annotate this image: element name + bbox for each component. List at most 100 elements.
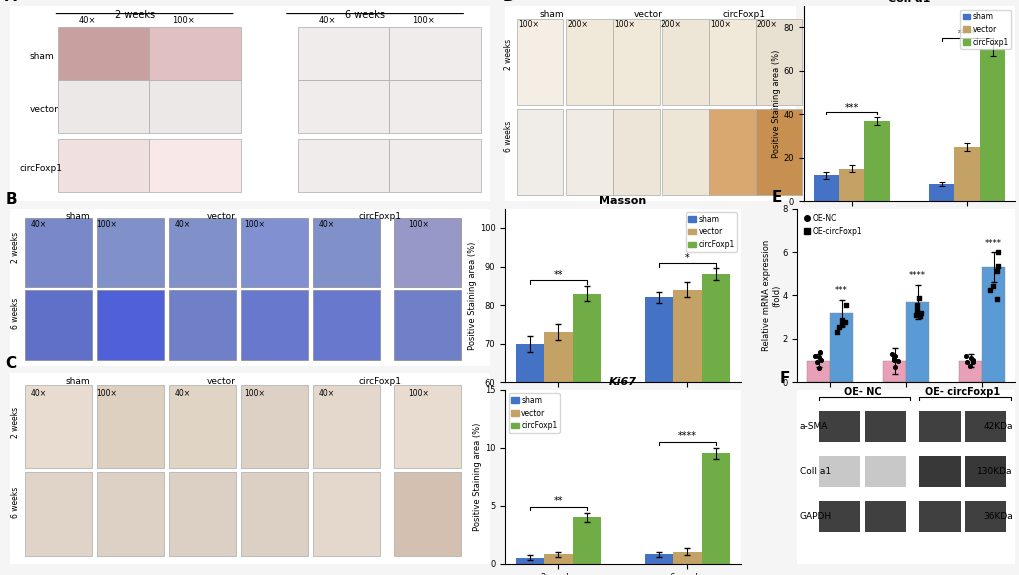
Text: sham: sham: [539, 10, 564, 18]
Text: 40×: 40×: [175, 220, 191, 229]
Bar: [964, 501, 1005, 532]
Text: 6 weeks: 6 weeks: [345, 10, 385, 20]
Text: 6 weeks: 6 weeks: [10, 297, 19, 329]
Bar: [97, 385, 164, 469]
Text: ****: ****: [957, 29, 976, 39]
Text: circFoxp1: circFoxp1: [358, 212, 400, 221]
Point: [812, 355, 828, 365]
Y-axis label: Relative mRNA expression
(fold): Relative mRNA expression (fold): [761, 240, 781, 351]
Bar: [58, 139, 149, 191]
Bar: [240, 472, 308, 556]
Legend: OE-NC, OE-circFoxp1: OE-NC, OE-circFoxp1: [801, 212, 863, 237]
Bar: [661, 20, 708, 105]
Legend: sham, vector, circFoxp1: sham, vector, circFoxp1: [686, 212, 736, 252]
Bar: [168, 385, 235, 469]
Point: [911, 312, 927, 321]
Y-axis label: Positive Staining area (%): Positive Staining area (%): [468, 242, 477, 350]
Bar: [818, 411, 860, 442]
Bar: [701, 454, 730, 564]
Point: [884, 353, 901, 362]
Bar: [394, 218, 461, 288]
Text: vector: vector: [207, 212, 235, 221]
Bar: [313, 385, 379, 469]
Bar: [755, 109, 802, 196]
Text: 100×: 100×: [171, 16, 195, 25]
Bar: [755, 20, 802, 105]
Point: [981, 285, 998, 294]
Text: 6 weeks: 6 weeks: [503, 121, 512, 152]
Point: [884, 356, 901, 365]
Bar: [701, 274, 730, 575]
Text: sham: sham: [65, 212, 90, 221]
Text: a-SMA: a-SMA: [799, 421, 827, 431]
Title: Ki67: Ki67: [608, 378, 636, 388]
Bar: [661, 109, 708, 196]
Y-axis label: Positive Staining area (%): Positive Staining area (%): [771, 49, 781, 158]
Bar: [149, 139, 240, 191]
Text: 100×: 100×: [709, 20, 731, 29]
Bar: [97, 472, 164, 556]
Text: 2 weeks: 2 weeks: [10, 407, 19, 438]
Point: [984, 281, 1001, 290]
Bar: [612, 109, 659, 196]
Text: A: A: [5, 0, 17, 4]
Text: vector: vector: [207, 377, 235, 386]
Text: 200×: 200×: [567, 20, 588, 29]
Point: [808, 357, 824, 366]
Text: circFoxp1: circFoxp1: [721, 10, 764, 18]
Point: [810, 363, 826, 373]
Bar: [313, 218, 379, 288]
Point: [883, 349, 900, 358]
Bar: [389, 139, 480, 191]
Bar: [24, 472, 92, 556]
Bar: [298, 80, 389, 133]
Bar: [964, 411, 1005, 442]
Text: 100×: 100×: [408, 220, 428, 229]
Point: [962, 354, 978, 363]
Point: [828, 327, 845, 336]
Text: 200×: 200×: [660, 20, 681, 29]
Bar: [516, 558, 544, 564]
Bar: [298, 139, 389, 191]
Text: 2 weeks: 2 weeks: [503, 39, 512, 70]
Bar: [313, 472, 379, 556]
Text: 40×: 40×: [175, 389, 191, 398]
Bar: [24, 290, 92, 360]
Text: **: **: [553, 496, 562, 507]
Text: 100×: 100×: [518, 20, 538, 29]
Title: Masson: Masson: [599, 197, 646, 206]
Text: vector: vector: [30, 105, 58, 114]
Point: [961, 362, 977, 371]
Bar: [864, 456, 905, 487]
Text: 6 weeks: 6 weeks: [10, 486, 19, 518]
Point: [957, 352, 973, 361]
Bar: [644, 554, 673, 564]
Point: [964, 357, 980, 366]
Bar: [905, 302, 928, 382]
Text: 200×: 200×: [756, 20, 776, 29]
Text: **: **: [553, 270, 562, 280]
Bar: [818, 501, 860, 532]
Bar: [954, 147, 979, 201]
Bar: [612, 20, 659, 105]
Bar: [168, 218, 235, 288]
Text: 100×: 100×: [96, 389, 116, 398]
Text: 40×: 40×: [319, 220, 335, 229]
Text: D: D: [501, 0, 515, 4]
Bar: [813, 175, 839, 201]
Point: [912, 309, 928, 318]
Text: circFoxp1: circFoxp1: [19, 163, 63, 172]
Text: ****: ****: [984, 239, 1001, 247]
Point: [811, 348, 827, 357]
Bar: [168, 472, 235, 556]
Point: [910, 294, 926, 303]
Bar: [389, 27, 480, 80]
Text: F: F: [780, 371, 790, 386]
Text: 40×: 40×: [31, 220, 47, 229]
Bar: [544, 554, 572, 564]
Bar: [517, 20, 562, 105]
Bar: [981, 267, 1004, 382]
Text: E: E: [770, 190, 781, 205]
Bar: [918, 501, 960, 532]
Bar: [149, 27, 240, 80]
